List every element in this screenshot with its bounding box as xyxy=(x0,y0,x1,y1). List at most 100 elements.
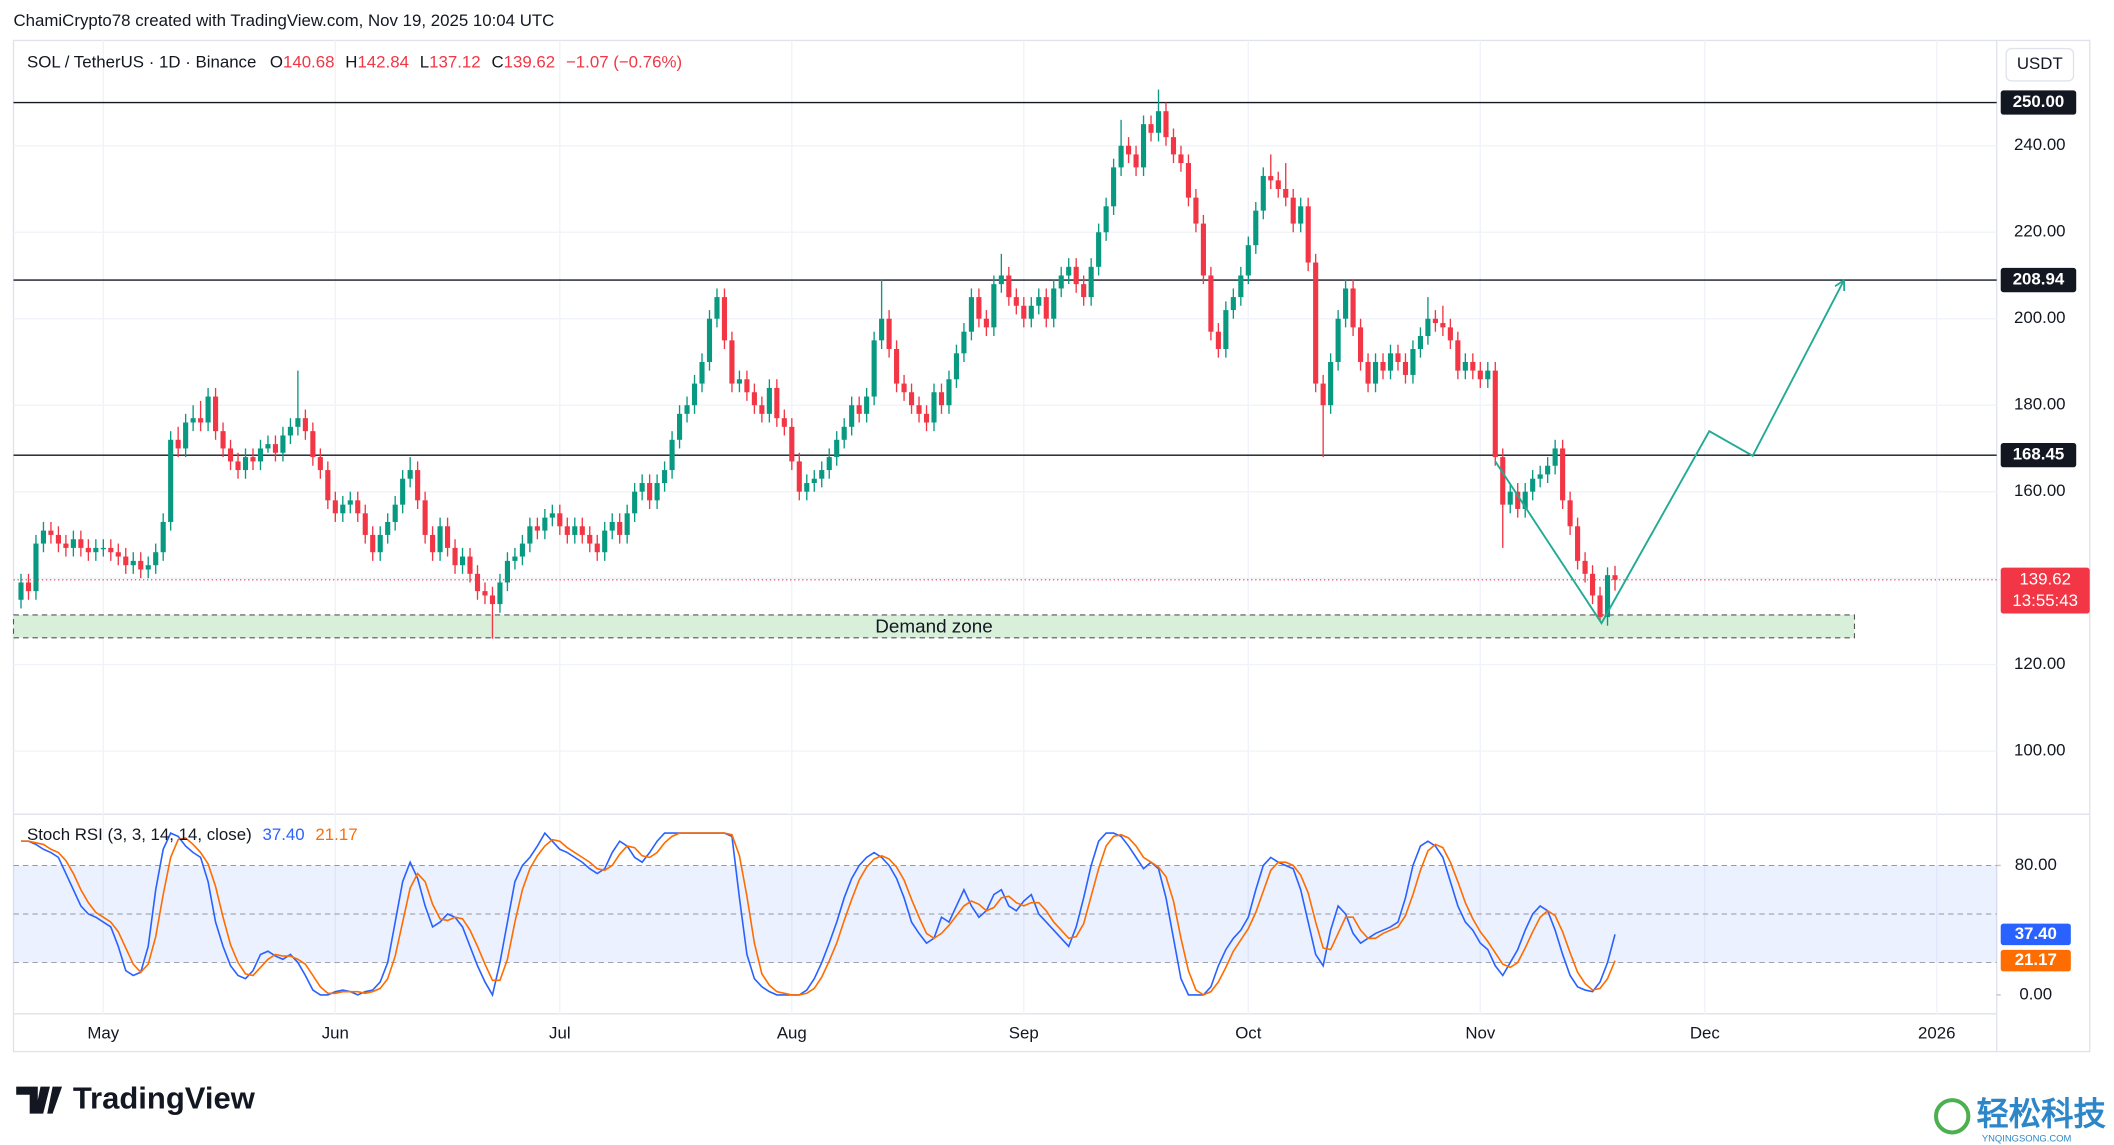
y-tick-label: 240.00 xyxy=(2014,135,2066,154)
candle-body xyxy=(138,560,144,570)
candle-body xyxy=(1313,262,1319,384)
candle-body xyxy=(489,595,496,605)
candle-body xyxy=(1185,163,1192,198)
candle-body xyxy=(983,318,989,328)
candle-body xyxy=(1118,145,1124,168)
candle-body xyxy=(385,521,391,535)
candle-body xyxy=(1455,340,1461,371)
candle-body xyxy=(205,396,211,423)
candle-body xyxy=(1253,210,1259,246)
candle-body xyxy=(1604,575,1611,618)
candle-body xyxy=(153,552,159,566)
candle-body xyxy=(1036,297,1042,306)
candle-body xyxy=(1066,266,1072,276)
candle-body xyxy=(242,457,249,471)
candle-body xyxy=(512,556,518,561)
candle-body xyxy=(1320,383,1326,406)
candle-body xyxy=(841,426,847,440)
candle-body xyxy=(1552,448,1558,466)
candle-body xyxy=(991,284,997,328)
candle-body xyxy=(347,500,353,505)
stoch-tag xyxy=(2000,923,2071,946)
candle-body xyxy=(1058,275,1064,289)
close-label: C xyxy=(491,53,503,72)
candle-body xyxy=(789,426,795,462)
candle-body xyxy=(1410,348,1416,375)
candle-body xyxy=(1350,288,1356,328)
candle-body xyxy=(287,426,293,436)
candle-body xyxy=(1081,284,1087,298)
candle-body xyxy=(1335,318,1341,362)
candle-body xyxy=(706,318,713,362)
candle-body xyxy=(1163,111,1169,138)
candle-body xyxy=(340,504,346,514)
candle-body xyxy=(938,392,945,406)
candle-body xyxy=(751,392,757,406)
candle-body xyxy=(1133,154,1139,168)
candle-body xyxy=(295,418,301,427)
candle-body xyxy=(669,439,675,471)
currency[interactable]: USDT xyxy=(2017,54,2063,73)
candle-body xyxy=(1372,361,1379,384)
open-label: O xyxy=(270,53,283,72)
candle-body xyxy=(1155,111,1162,133)
stoch-line xyxy=(21,832,1616,996)
currency-box[interactable] xyxy=(2005,47,2075,82)
candle-body xyxy=(1507,491,1513,505)
candle-body xyxy=(63,543,69,548)
candle-body xyxy=(70,539,76,548)
watermark-url: YNQINGSONG.COM xyxy=(1982,1133,2072,1144)
candle-body xyxy=(1028,305,1034,319)
candle-body xyxy=(123,556,129,566)
candle-body xyxy=(55,534,61,544)
candle-body xyxy=(609,521,615,531)
candle-body xyxy=(594,543,600,553)
candle-body xyxy=(1492,370,1498,458)
candle-body xyxy=(729,340,735,384)
x-tick-label: May xyxy=(87,1023,119,1042)
candle-body xyxy=(190,418,196,423)
candle-body xyxy=(18,582,24,600)
candle-body xyxy=(302,418,308,432)
candle-body xyxy=(1522,491,1528,509)
candle-body xyxy=(1380,361,1386,371)
candle-body xyxy=(1425,318,1431,337)
candle-body xyxy=(632,491,638,514)
y-tick-label: 220.00 xyxy=(2014,222,2066,241)
candle-body xyxy=(1013,297,1019,306)
level-tag xyxy=(2000,90,2077,115)
candle-body xyxy=(1051,288,1057,319)
candle-body xyxy=(1432,318,1438,324)
y-tick-label: 160.00 xyxy=(2014,481,2066,500)
candle-body xyxy=(519,543,525,557)
y-tick-label: 180.00 xyxy=(2014,395,2066,414)
candle-body xyxy=(1582,560,1588,574)
x-tick-label: Dec xyxy=(1690,1023,1720,1042)
candle-body xyxy=(1417,336,1423,349)
stoch-last-label: 21.17 xyxy=(2015,950,2057,969)
candle-body xyxy=(1073,266,1079,285)
candle-body xyxy=(684,405,690,414)
candle-body xyxy=(85,547,91,553)
candle-body xyxy=(564,526,570,535)
candle-body xyxy=(362,513,368,535)
x-tick-label: Jun xyxy=(322,1023,349,1042)
candle-body xyxy=(864,396,870,414)
candle-body xyxy=(78,539,84,548)
candle-body xyxy=(280,435,286,453)
candle-body xyxy=(1223,310,1229,349)
candle-body xyxy=(1208,275,1214,332)
candle-body xyxy=(849,405,855,427)
candle-body xyxy=(1485,370,1491,380)
candle-body xyxy=(445,526,451,548)
candle-body xyxy=(1462,361,1468,371)
x-tick-label: Sep xyxy=(1009,1023,1039,1042)
candle-body xyxy=(1365,361,1371,384)
candle-body xyxy=(467,556,473,574)
candle-body xyxy=(579,526,585,535)
candle-body xyxy=(392,504,398,522)
candle-body xyxy=(130,560,136,566)
candle-body xyxy=(527,526,533,544)
